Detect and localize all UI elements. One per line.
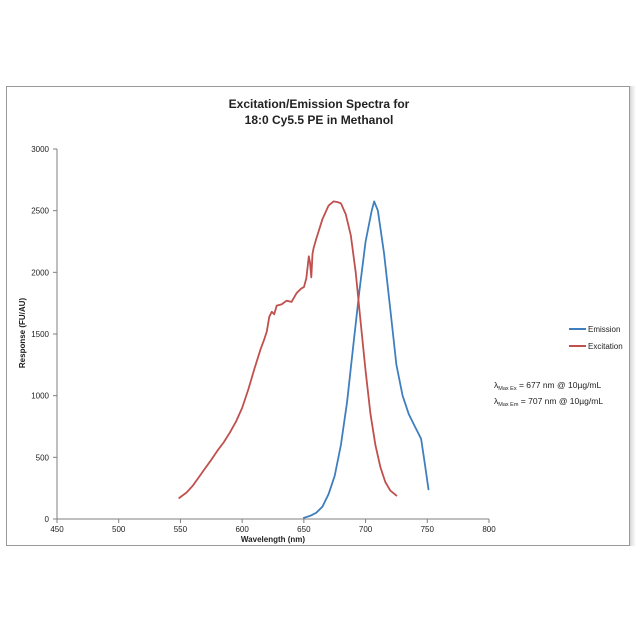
- annotation-max-em: λMax Em = 707 nm @ 10µg/mL: [494, 396, 603, 408]
- series-line-excitation: [178, 200, 398, 499]
- legend: Emission Excitation: [569, 325, 623, 351]
- annotation-max-ex: λMax Ex = 677 nm @ 10µg/mL: [494, 380, 602, 392]
- x-axis-label: Wavelength (nm): [241, 535, 305, 544]
- series-layer: [178, 200, 430, 519]
- legend-label-emission: Emission: [588, 325, 620, 334]
- y-tick-label: 500: [36, 453, 50, 462]
- series-line-emission: [302, 200, 430, 519]
- y-tick-label: 3000: [31, 145, 49, 154]
- chart-title-line-1: Excitation/Emission Spectra for: [229, 97, 410, 111]
- y-tick-label: 1000: [31, 392, 49, 401]
- y-tick-label: 1500: [31, 330, 49, 339]
- y-tick-label: 0: [45, 515, 50, 524]
- x-tick-label: 450: [50, 525, 64, 534]
- x-tick-label: 600: [235, 525, 249, 534]
- y-axis-label: Response (FU/AU): [18, 298, 27, 369]
- y-tick-label: 2500: [31, 207, 49, 216]
- chart-frame: [6, 86, 630, 546]
- annotations: λMax Ex = 677 nm @ 10µg/mL λMax Em = 707…: [494, 380, 603, 408]
- y-tick-label: 2000: [31, 268, 49, 277]
- x-tick-label: 700: [359, 525, 373, 534]
- axes: 0 500 1000 1500 2000 2500 3000 450 500 550 600 650 7…: [31, 145, 496, 534]
- legend-label-excitation: Excitation: [588, 342, 623, 351]
- x-tick-label: 650: [297, 525, 311, 534]
- chart-frame-shadow: [630, 86, 636, 546]
- x-tick-label: 500: [112, 525, 126, 534]
- chart-title-line-2: 18:0 Cy5.5 PE in Methanol: [245, 113, 394, 127]
- x-tick-label: 750: [421, 525, 435, 534]
- x-tick-label: 800: [482, 525, 496, 534]
- x-tick-label: 550: [174, 525, 188, 534]
